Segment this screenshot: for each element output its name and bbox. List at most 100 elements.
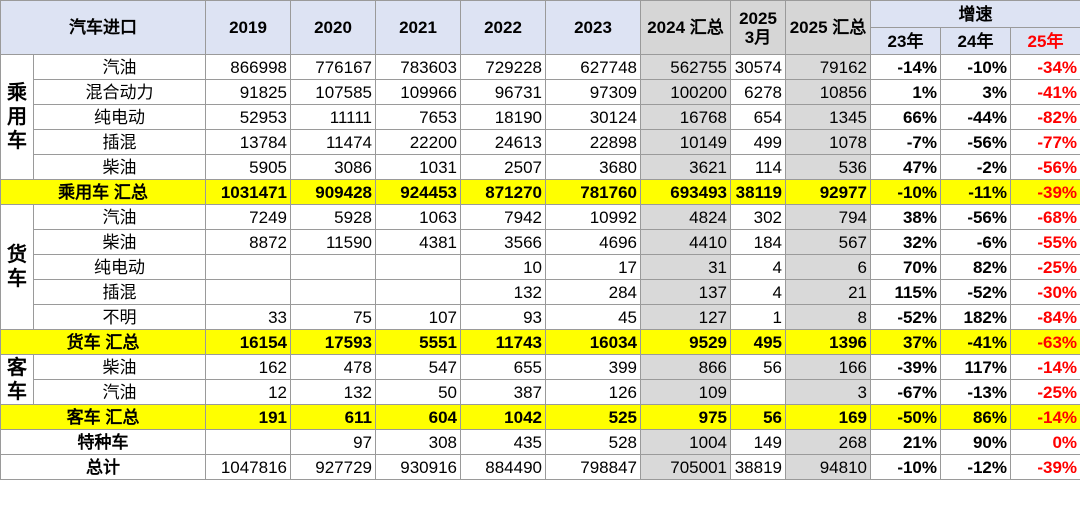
growth-cell: -56% xyxy=(940,129,1011,155)
value-cell: 495 xyxy=(730,329,786,355)
growth-cell: -39% xyxy=(1009,454,1080,480)
value-cell: 1063 xyxy=(375,204,461,230)
value-cell: 38819 xyxy=(730,454,786,480)
value-cell: 302 xyxy=(730,204,786,230)
value-cell: 4 xyxy=(730,254,786,280)
value-cell: 127 xyxy=(640,304,731,330)
table-row: 不明 33 75 107 93 45 127 1 8 -52% 182% -84% xyxy=(1,304,1080,330)
value-cell: 7653 xyxy=(375,104,461,130)
value-cell: 655 xyxy=(460,354,546,380)
growth-cell: -12% xyxy=(940,454,1011,480)
value-cell: 924453 xyxy=(375,179,461,205)
row-label: 混合动力 xyxy=(33,79,206,105)
value-cell: 547 xyxy=(375,354,461,380)
column-header: 2022 xyxy=(460,0,546,55)
value-cell: 3680 xyxy=(545,154,641,180)
value-cell: 107585 xyxy=(290,79,376,105)
value-cell: 45 xyxy=(545,304,641,330)
value-cell: 10856 xyxy=(785,79,871,105)
growth-cell: -10% xyxy=(940,54,1011,80)
value-cell: 33 xyxy=(205,304,291,330)
value-cell: 536 xyxy=(785,154,871,180)
table-row: 总计 1047816 927729 930916 884490 798847 705001 3… xyxy=(0,454,1080,480)
growth-cell: -14% xyxy=(1009,354,1080,380)
value-cell: 4410 xyxy=(640,229,731,255)
growth-cell: -52% xyxy=(870,304,941,330)
row-label: 插混 xyxy=(33,129,206,155)
value-cell: 6 xyxy=(785,254,871,280)
value-cell: 308 xyxy=(375,429,461,455)
row-label: 汽油 xyxy=(33,379,206,405)
value-cell: 1 xyxy=(730,304,786,330)
growth-cell: -11% xyxy=(940,179,1011,205)
row-label: 汽油 xyxy=(33,54,206,80)
table-row: 纯电动 52953 11111 7653 18190 30124 16768 654 1345 6… xyxy=(1,104,1080,130)
row-label: 客车 汇总 xyxy=(0,404,206,430)
value-cell: 909428 xyxy=(290,179,376,205)
growth-cell: -84% xyxy=(1009,304,1080,330)
group-label: 客车 xyxy=(0,354,34,405)
value-cell: 109 xyxy=(640,379,731,405)
value-cell: 387 xyxy=(460,379,546,405)
header-title: 汽车进口 xyxy=(0,0,206,55)
row-label: 纯电动 xyxy=(33,254,206,280)
value-cell: 705001 xyxy=(640,454,731,480)
value-cell: 38119 xyxy=(730,179,786,205)
value-cell: 7942 xyxy=(460,204,546,230)
growth-cell: -56% xyxy=(1009,154,1080,180)
table-row: 插混 13784 11474 22200 24613 22898 10149 499 1078-… xyxy=(1,129,1080,155)
growth-cell: 117% xyxy=(940,354,1011,380)
row-label: 不明 xyxy=(33,304,206,330)
value-cell: 16768 xyxy=(640,104,731,130)
column-header: 2024 汇总 xyxy=(640,0,731,55)
value-cell: 30124 xyxy=(545,104,641,130)
value-cell: 169 xyxy=(785,404,871,430)
growth-cell: -44% xyxy=(940,104,1011,130)
row-label: 柴油 xyxy=(33,229,206,255)
value-cell: 107 xyxy=(375,304,461,330)
growth-column-header: 23年 xyxy=(870,27,941,55)
growth-cell: -30% xyxy=(1009,279,1080,305)
subtotal-row: 乘用车 汇总 1031471 909428 924453 871270 781760 693… xyxy=(0,179,1080,205)
growth-cell: 37% xyxy=(870,329,941,355)
value-cell: 1031471 xyxy=(205,179,291,205)
value-cell: 94810 xyxy=(785,454,871,480)
growth-cell: -13% xyxy=(940,379,1011,405)
value-cell: 4824 xyxy=(640,204,731,230)
value-cell: 114 xyxy=(730,154,786,180)
row-label: 特种车 xyxy=(0,429,206,455)
growth-header: 增速 xyxy=(869,0,1080,28)
growth-cell: 86% xyxy=(940,404,1011,430)
growth-cell: -10% xyxy=(870,454,941,480)
growth-cell: 70% xyxy=(870,254,941,280)
value-cell: 562755 xyxy=(640,54,731,80)
value-cell: 126 xyxy=(545,379,641,405)
value-cell: 149 xyxy=(730,429,786,455)
table-row: 柴油 5905 3086 1031 2507 3680 3621 114 536 47% -2% -5… xyxy=(1,154,1080,180)
growth-cell: 32% xyxy=(870,229,941,255)
value-cell: 268 xyxy=(785,429,871,455)
growth-cell: -2% xyxy=(940,154,1011,180)
row-label: 柴油 xyxy=(33,154,206,180)
value-cell: 191 xyxy=(205,404,291,430)
value-cell: 975 xyxy=(640,404,731,430)
table-row: 乘用车 汽油 866998 776167 783603 729228 627748 56275… xyxy=(0,54,1080,180)
growth-column-header: 25年 xyxy=(1009,27,1080,55)
growth-cell: -52% xyxy=(940,279,1011,305)
group-label: 货车 xyxy=(0,204,34,330)
value-cell: 871270 xyxy=(460,179,546,205)
value-cell: 97309 xyxy=(545,79,641,105)
growth-cell: -82% xyxy=(1009,104,1080,130)
value-cell: 75 xyxy=(290,304,376,330)
table-header: 汽车进口 2019 2020 2021 2022 2023 2024 汇总 2025 3月 20… xyxy=(0,0,1080,55)
growth-cell: -68% xyxy=(1009,204,1080,230)
import-table: 汽车进口 2019 2020 2021 2022 2023 2024 汇总 2025 3月 20… xyxy=(0,0,1080,480)
value-cell xyxy=(375,279,461,305)
value-cell: 4696 xyxy=(545,229,641,255)
value-cell: 93 xyxy=(460,304,546,330)
group-label: 乘用车 xyxy=(0,54,34,180)
subtotal-row: 客车 汇总 191 611 604 1042 525 975 56 169 -50% 86% -14% xyxy=(0,404,1080,430)
value-cell: 654 xyxy=(730,104,786,130)
table-row: 特种车 97 308 435 528 1004 149 268 21% 90% 0% xyxy=(0,429,1080,455)
growth-cell: 1% xyxy=(870,79,941,105)
